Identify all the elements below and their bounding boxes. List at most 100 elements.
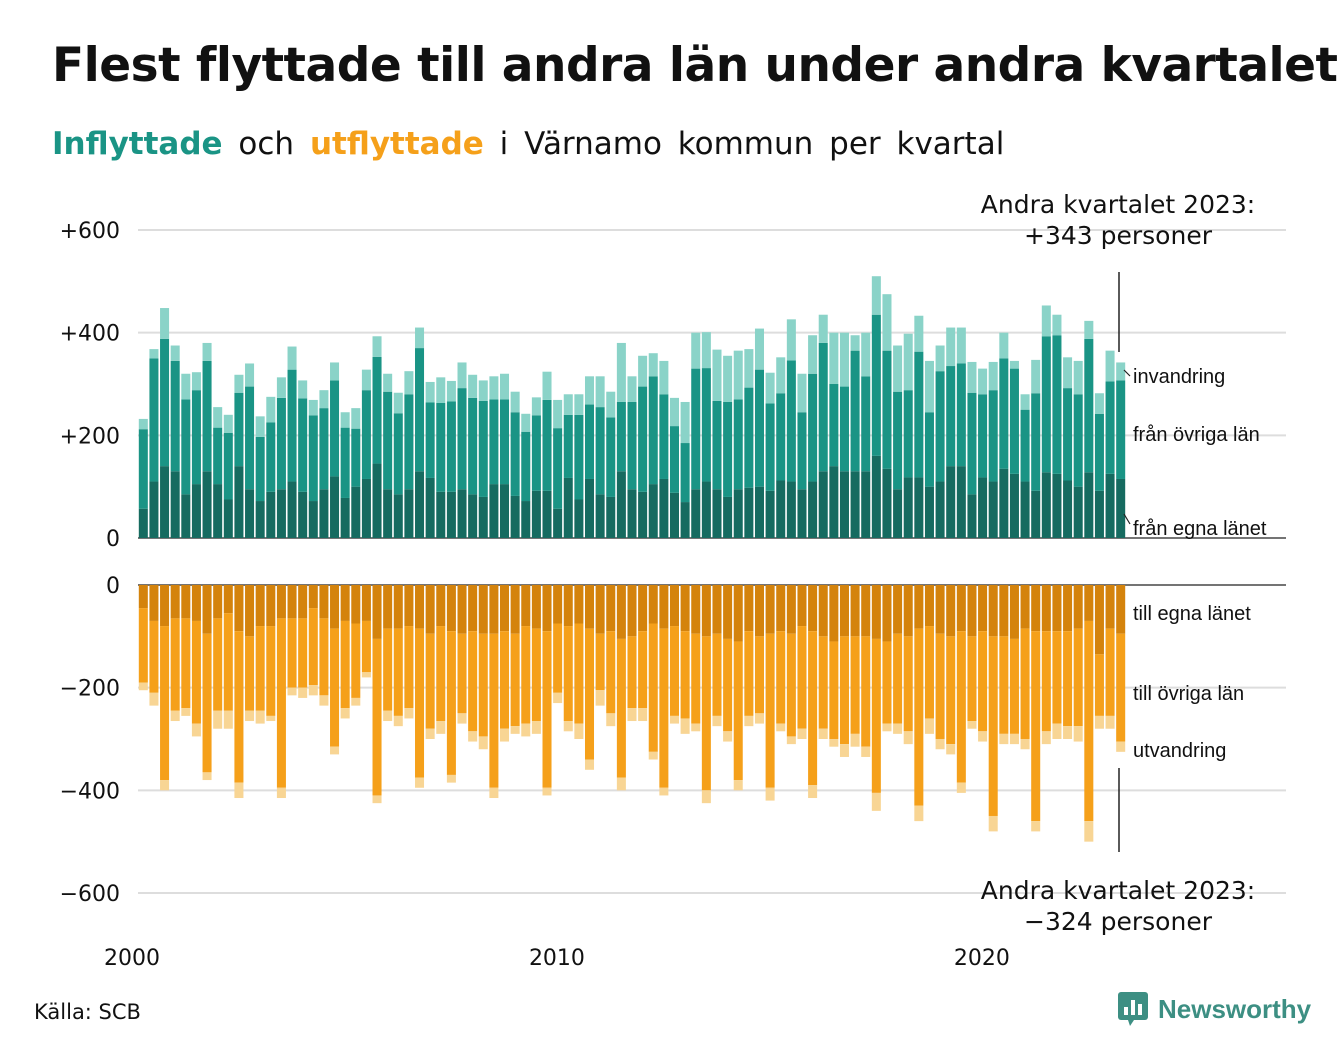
- bar-in-1: [669, 426, 680, 493]
- chart-title: Flest flyttade till andra län under andr…: [52, 38, 1338, 93]
- bar-in-2: [882, 294, 892, 351]
- bar-in-0: [468, 494, 478, 538]
- bar-in-1: [351, 428, 361, 487]
- bar-out-2: [553, 692, 563, 704]
- bar-in-1: [1116, 380, 1126, 479]
- bar-out-0: [978, 585, 988, 632]
- bar-out-1: [723, 638, 733, 732]
- bar-in-1: [584, 404, 595, 479]
- bar-in-2: [521, 413, 531, 432]
- bar-out-0: [521, 585, 531, 627]
- legend-top-label: från egna länet: [1133, 518, 1267, 540]
- bar-in-2: [765, 372, 775, 404]
- bar-in-0: [213, 484, 223, 538]
- bar-in-1: [298, 398, 308, 492]
- bar-in-1: [521, 431, 531, 502]
- bar-in-2: [361, 369, 371, 391]
- bar-out-0: [1031, 585, 1041, 632]
- bar-out-1: [213, 618, 223, 711]
- bar-out-2: [308, 685, 318, 696]
- bar-in-0: [776, 480, 786, 538]
- bar-in-1: [255, 436, 265, 502]
- bar-out-2: [1094, 715, 1104, 729]
- bar-out-1: [829, 641, 839, 739]
- bar-in-2: [404, 371, 414, 395]
- bar-in-2: [553, 399, 563, 429]
- annotation-bottom-line2: −324 personer: [1024, 907, 1213, 936]
- bar-out-2: [415, 777, 425, 788]
- bar-in-1: [542, 399, 552, 491]
- bar-out-1: [1031, 631, 1041, 822]
- bar-in-1: [160, 338, 170, 467]
- bar-in-2: [988, 361, 998, 391]
- bar-out-2: [1031, 821, 1041, 832]
- y-tick-bottom: 0: [106, 574, 120, 599]
- bar-out-2: [669, 715, 680, 724]
- bar-out-1: [191, 620, 201, 724]
- bar-in-2: [691, 332, 701, 369]
- annotation-top-line1: Andra kvartalet 2023:: [981, 190, 1255, 219]
- bar-in-1: [882, 350, 892, 469]
- bar-out-2: [967, 721, 977, 729]
- subtitle-rest: i Värnamo kommun per kvartal: [499, 126, 1005, 162]
- bar-out-0: [531, 585, 541, 629]
- bar-out-2: [914, 805, 924, 822]
- bar-out-1: [446, 631, 456, 775]
- bar-out-1: [914, 628, 924, 806]
- bar-in-2: [500, 373, 510, 400]
- bar-out-2: [404, 708, 414, 719]
- legend-group: invandring från övriga län från egna länet…: [1123, 366, 1267, 762]
- bar-in-0: [393, 494, 403, 538]
- bar-in-0: [999, 468, 1009, 538]
- bar-out-2: [1063, 726, 1073, 739]
- bar-out-1: [691, 633, 701, 724]
- bar-out-2: [319, 695, 329, 706]
- bar-out-1: [170, 618, 180, 711]
- bar-out-0: [255, 585, 265, 627]
- bar-in-2: [1009, 360, 1019, 369]
- bar-in-0: [1063, 480, 1073, 538]
- bar-out-1: [457, 633, 467, 714]
- legend-top-label: invandring: [1133, 366, 1225, 388]
- bars-group: [138, 276, 1126, 842]
- bar-out-2: [946, 744, 956, 755]
- bar-in-2: [956, 327, 966, 364]
- bar-out-0: [850, 585, 860, 637]
- bar-out-1: [149, 620, 159, 693]
- bar-out-1: [563, 626, 573, 722]
- bar-out-2: [638, 708, 648, 722]
- bar-out-0: [245, 585, 255, 637]
- bar-out-0: [266, 585, 276, 627]
- bar-in-2: [999, 332, 1009, 359]
- bar-in-2: [149, 349, 159, 359]
- bar-in-1: [1009, 368, 1019, 474]
- bar-in-2: [223, 414, 233, 433]
- bar-in-2: [298, 380, 308, 399]
- bar-in-0: [457, 489, 467, 538]
- bar-out-0: [882, 585, 892, 642]
- bar-in-2: [839, 332, 849, 387]
- bar-in-1: [723, 401, 733, 497]
- legend-bottom-label: till övriga län: [1133, 683, 1244, 705]
- bar-out-2: [478, 736, 488, 750]
- bar-out-1: [680, 631, 690, 719]
- bar-in-0: [351, 486, 361, 538]
- bar-in-1: [361, 390, 371, 479]
- bar-in-1: [181, 399, 191, 495]
- bar-out-1: [1105, 628, 1115, 716]
- bar-in-0: [691, 489, 701, 538]
- bar-out-2: [287, 687, 297, 696]
- bar-out-1: [850, 636, 860, 734]
- bar-in-1: [733, 399, 743, 490]
- bar-in-2: [1063, 357, 1073, 389]
- bar-in-2: [489, 376, 499, 400]
- bar-in-2: [160, 308, 170, 339]
- bar-out-0: [829, 585, 839, 642]
- bar-in-0: [574, 499, 584, 538]
- bar-out-1: [234, 631, 244, 783]
- bar-out-2: [616, 777, 626, 791]
- bar-out-2: [245, 710, 255, 722]
- bar-in-0: [808, 481, 818, 538]
- bar-out-0: [446, 585, 456, 632]
